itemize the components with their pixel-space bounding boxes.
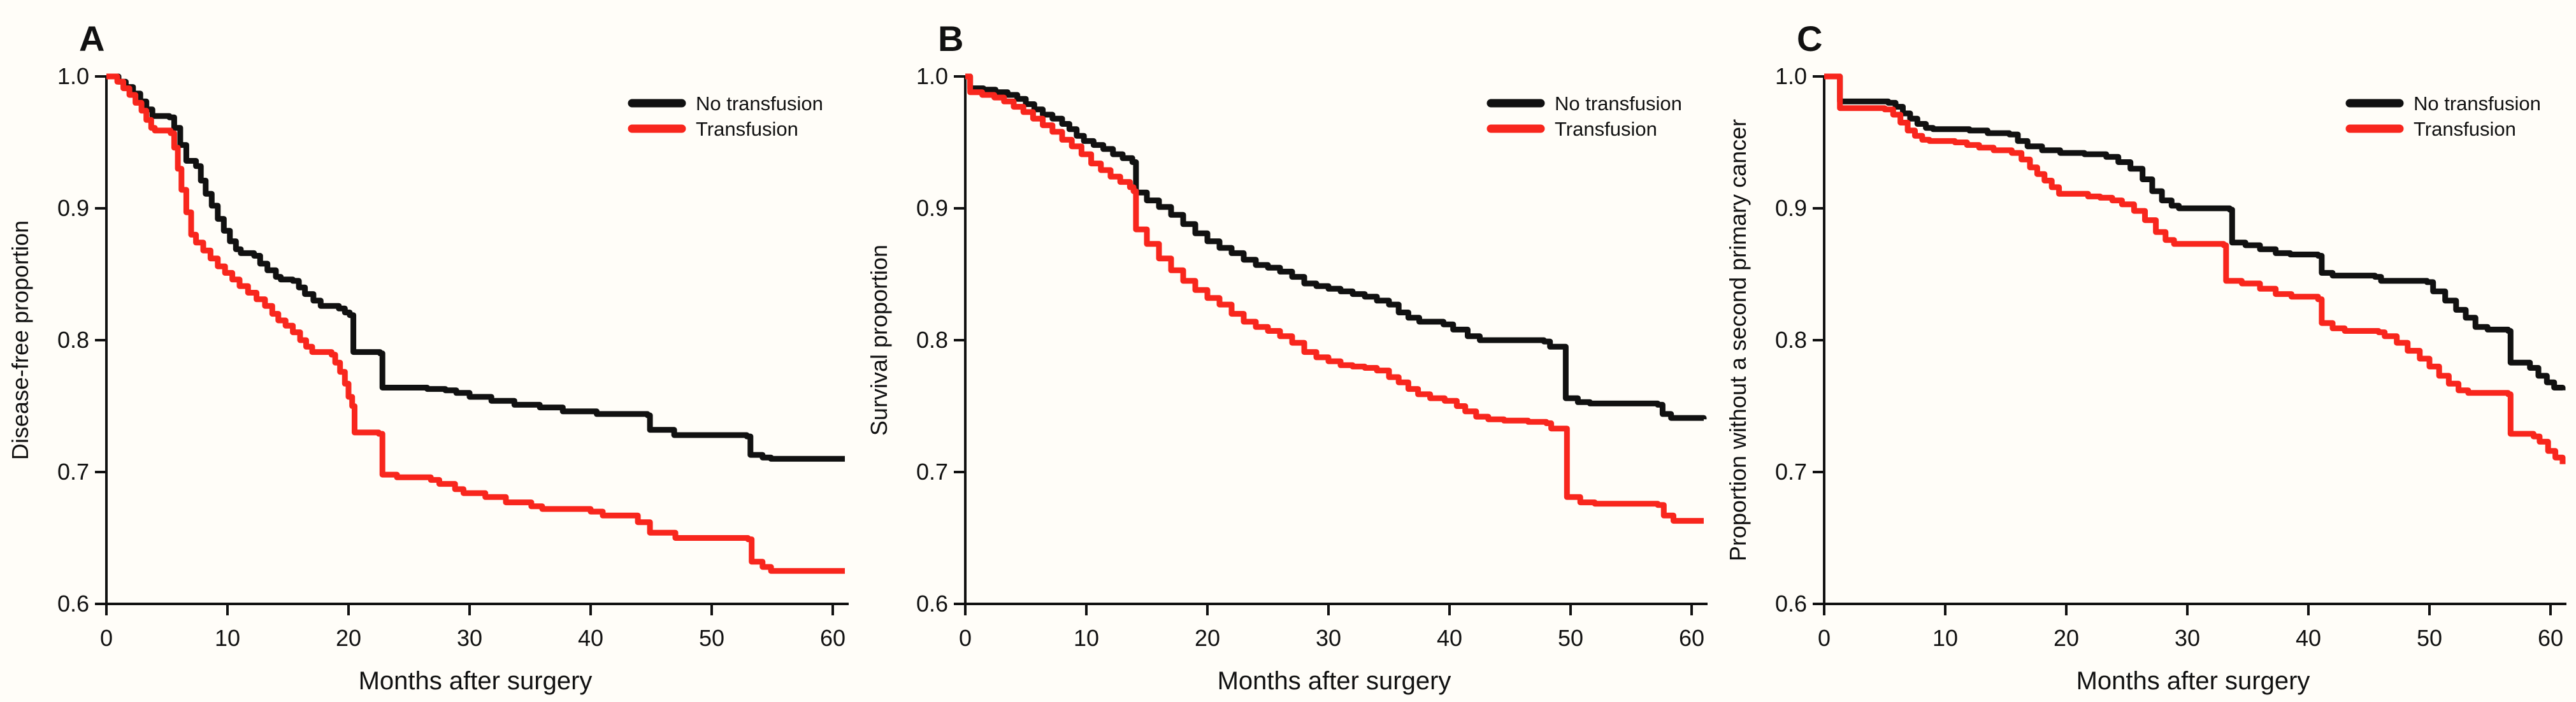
y-tick-label: 0.9	[1775, 195, 1807, 221]
y-tick-label: 0.8	[1775, 327, 1807, 353]
x-tick-label: 50	[2417, 625, 2442, 651]
x-tick-label: 30	[2175, 625, 2200, 651]
y-axis-title: Proportion without a second primary canc…	[1725, 119, 1751, 561]
y-tick-label: 0.8	[916, 327, 948, 353]
y-tick-label: 0.9	[57, 195, 89, 221]
x-tick-label: 20	[2054, 625, 2079, 651]
panel-b-chart: B 1.0 0.9 0.8 0.7 0.6 0 10 20 30 40 50 60 Months afte…	[866, 18, 1708, 695]
panel-letter: A	[79, 18, 104, 59]
series-curve-no_transfusion	[965, 73, 1707, 421]
x-tick-label: 20	[336, 625, 361, 651]
panel-c-chart: C 1.0 0.9 0.8 0.7 0.6 0 10 20 30 40 50 60 Months afte…	[1725, 18, 2566, 695]
x-axis-title: Months after surgery	[2076, 667, 2310, 695]
x-tick-label: 60	[1679, 625, 1704, 651]
y-tick-label: 0.7	[1775, 459, 1807, 485]
legend-label: Transfusion	[696, 118, 798, 140]
y-tick-label: 1.0	[57, 63, 89, 89]
y-tick-label: 0.7	[916, 459, 948, 485]
legend-label: Transfusion	[2414, 118, 2516, 140]
x-tick-label: 30	[1316, 625, 1341, 651]
y-tick-label: 0.8	[57, 327, 89, 353]
x-tick-label: 60	[2538, 625, 2563, 651]
y-axis-title: Disease-free proportion	[7, 220, 33, 460]
x-tick-label: 40	[578, 625, 603, 651]
x-tick-label: 40	[2296, 625, 2321, 651]
y-tick-label: 1.0	[916, 63, 948, 89]
panel-letter: B	[938, 18, 963, 59]
plot-B: B 1.0 0.9 0.8 0.7 0.6 0 10 20 30 40 50 60 Months afte…	[866, 18, 1708, 695]
legend-label: No transfusion	[1555, 92, 1682, 115]
series-curve-transfusion	[965, 73, 1704, 524]
x-tick-label: 60	[820, 625, 845, 651]
series-curve-transfusion	[1824, 73, 2566, 464]
x-tick-label: 30	[457, 625, 482, 651]
x-tick-label: 20	[1195, 625, 1220, 651]
legend-label: No transfusion	[2414, 92, 2541, 115]
x-axis-title: Months after surgery	[359, 667, 593, 695]
legend: No transfusion Transfusion	[1486, 92, 1682, 140]
series-curve-no_transfusion	[1824, 73, 2566, 390]
y-tick-label: 0.6	[1775, 591, 1807, 617]
x-tick-label: 10	[215, 625, 240, 651]
series-curve-transfusion	[106, 73, 845, 574]
x-tick-label: 40	[1437, 625, 1462, 651]
x-tick-label: 50	[699, 625, 724, 651]
plot-C: C 1.0 0.9 0.8 0.7 0.6 0 10 20 30 40 50 60 Months afte…	[1725, 18, 2566, 695]
legend: No transfusion Transfusion	[628, 92, 823, 140]
legend-label: Transfusion	[1555, 118, 1657, 140]
legend-label: No transfusion	[696, 92, 823, 115]
panel-letter: C	[1797, 18, 1822, 59]
panel-a-chart: A 1.0 0.9 0.8 0.7 0.6 0 10 20 30 40 50 60 Months afte…	[7, 18, 849, 695]
y-tick-label: 0.7	[57, 459, 89, 485]
x-tick-label: 0	[959, 625, 972, 651]
x-axis-title: Months after surgery	[1218, 667, 1451, 695]
y-tick-label: 0.6	[916, 591, 948, 617]
y-axis-title: Survival proportion	[866, 245, 892, 436]
x-tick-label: 0	[1818, 625, 1831, 651]
y-tick-label: 0.6	[57, 591, 89, 617]
series-curve-no_transfusion	[106, 73, 845, 462]
x-tick-label: 10	[1074, 625, 1099, 651]
plot-A: A 1.0 0.9 0.8 0.7 0.6 0 10 20 30 40 50 60 Months afte…	[7, 18, 849, 695]
x-tick-label: 50	[1558, 625, 1583, 651]
x-tick-label: 0	[100, 625, 113, 651]
legend: No transfusion Transfusion	[2345, 92, 2541, 140]
x-tick-label: 10	[1932, 625, 1958, 651]
y-tick-label: 1.0	[1775, 63, 1807, 89]
y-tick-label: 0.9	[916, 195, 948, 221]
